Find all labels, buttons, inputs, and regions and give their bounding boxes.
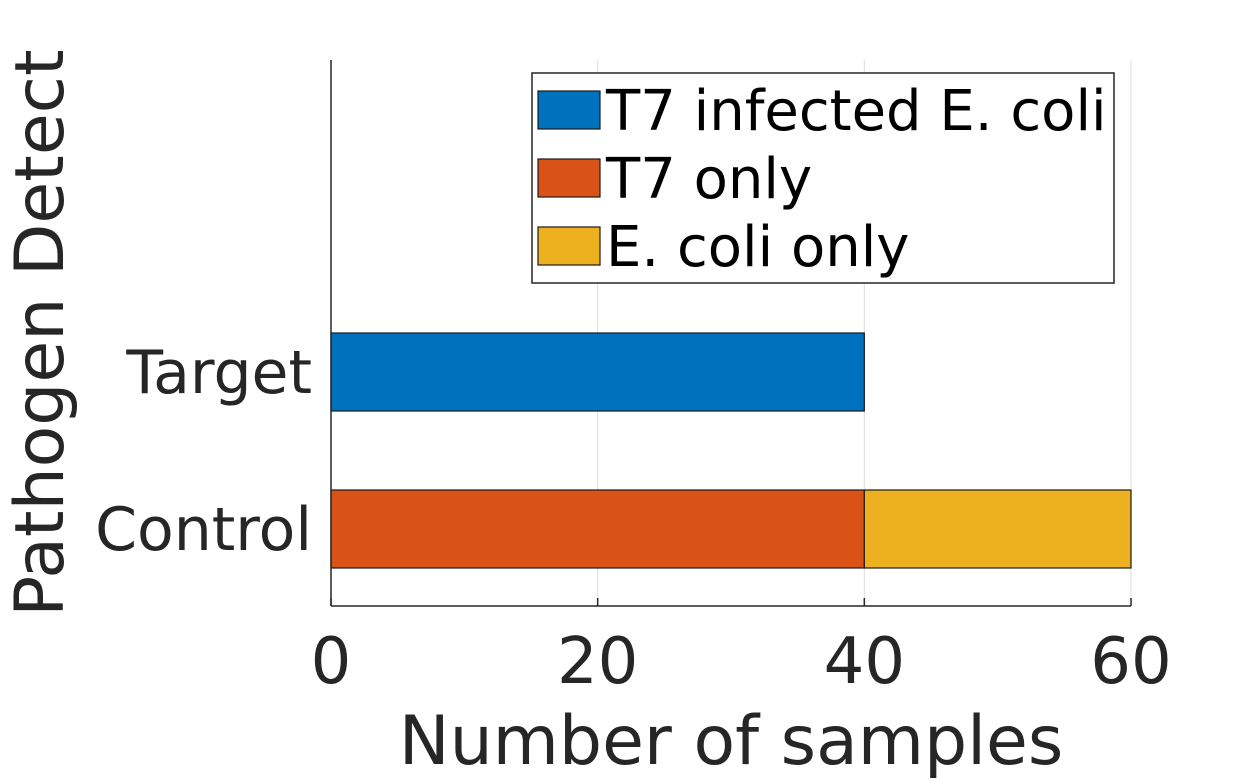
legend-label: T7 only <box>605 147 812 212</box>
x-tick-label: 20 <box>557 625 638 699</box>
x-tick-label: 40 <box>824 625 905 699</box>
bars <box>330 332 1132 569</box>
legend-box <box>531 72 1115 284</box>
x-tick-label: 60 <box>1090 625 1171 699</box>
category-label: Control <box>95 495 312 565</box>
bar-segment <box>330 489 865 569</box>
x-axis-title: Number of samples <box>399 702 1064 781</box>
y-axis-title: Pathogen Detect <box>1 49 80 616</box>
legend-swatch <box>537 90 601 130</box>
x-tick-labels: 0 20 40 60 <box>311 598 1172 699</box>
x-tick-label: 0 <box>311 625 352 699</box>
bar-segment <box>863 489 1132 569</box>
category-labels: Target Control <box>95 338 312 565</box>
category-label: Target <box>125 338 312 408</box>
legend-swatch <box>537 226 601 266</box>
legend-label: E. coli only <box>606 215 909 280</box>
legend-label: T7 infected E. coli <box>605 79 1107 144</box>
axes <box>330 60 1131 607</box>
legend-swatch <box>537 158 601 198</box>
bar-segment <box>330 332 865 412</box>
